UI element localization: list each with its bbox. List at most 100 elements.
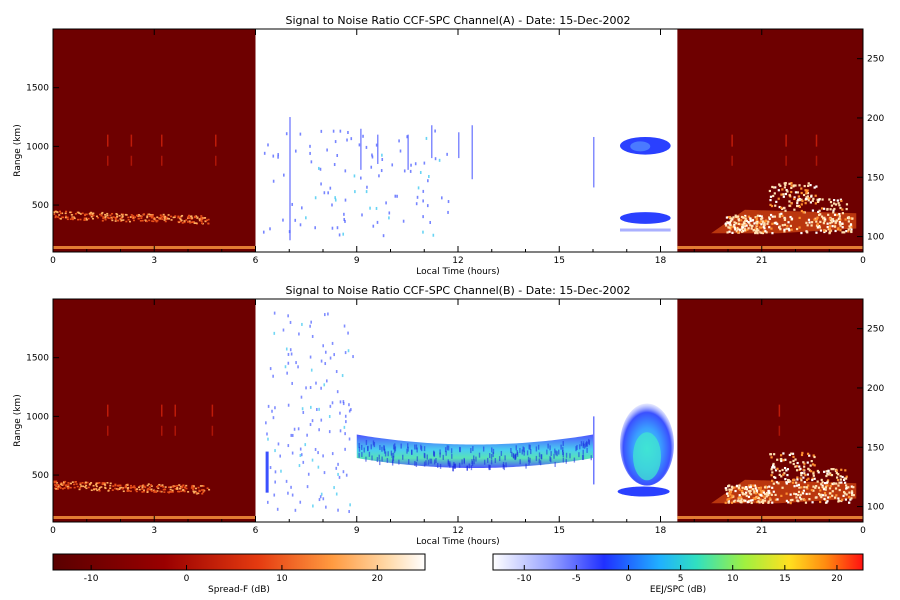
x-tick-label: 15 (554, 526, 565, 536)
echo-point (334, 140, 337, 144)
plume-point (767, 501, 770, 504)
plume-point (763, 499, 767, 502)
plume-point (805, 492, 808, 496)
spread-f-point (179, 218, 182, 221)
plume-point (828, 227, 831, 230)
echo-point (375, 206, 378, 210)
spread-f-point (95, 482, 98, 485)
spread-f-point (114, 220, 117, 222)
plume-point (831, 225, 834, 228)
plume-point (783, 223, 787, 226)
interference-line (778, 404, 781, 417)
plume-point (754, 485, 758, 488)
spread-f-point (207, 222, 210, 225)
spread-f-point (181, 485, 184, 487)
eej-striation (582, 449, 584, 455)
echo-point (425, 136, 428, 140)
plume-point (749, 217, 752, 220)
eej-striation (358, 446, 361, 452)
plume-point (843, 231, 846, 234)
spread-f-point (101, 219, 104, 222)
echo-point (346, 138, 348, 142)
spread-f-point (148, 213, 151, 216)
spread-f-point (92, 484, 95, 487)
plume-point (778, 225, 781, 228)
x-tick-label: 18 (655, 526, 667, 536)
plume-point (811, 209, 815, 212)
spread-f-point (169, 491, 172, 493)
plume-point (805, 192, 808, 195)
plume-point (805, 478, 809, 481)
plume-point (770, 493, 773, 496)
plume-point (851, 493, 854, 497)
plume-point (751, 499, 754, 502)
plume-point (811, 501, 814, 504)
echo-point (409, 169, 412, 173)
panel-channel-b: 0 3 6 9 12 15 18 21 050010001500100150200250Sign… (13, 284, 884, 547)
spread-f-point (112, 485, 115, 487)
spread-f-point (192, 488, 195, 491)
plume-point (847, 230, 850, 233)
spread-f-point (53, 211, 56, 214)
plume-point (747, 495, 751, 498)
spread-f-point (202, 491, 205, 493)
plume-point (749, 219, 752, 222)
eej-striation (378, 454, 380, 460)
spread-f-point (74, 212, 77, 215)
spread-f-point (197, 486, 200, 489)
spread-f-point (122, 219, 125, 221)
plume-point (768, 491, 771, 495)
spread-f-point (179, 216, 182, 219)
plume-point (798, 205, 801, 209)
echo-point (311, 419, 314, 423)
plume-point (844, 469, 847, 472)
spread-f-point (178, 484, 181, 486)
plume-point (792, 455, 795, 458)
plume-point (835, 213, 839, 217)
colorbar-label: EEJ/SPC (dB) (650, 585, 706, 595)
plume-point (753, 484, 757, 487)
eej-striation (461, 459, 463, 465)
echo-point (422, 199, 424, 203)
plume-point (813, 218, 816, 221)
plume-point (796, 478, 799, 481)
echo-point (294, 218, 297, 222)
plume-point (738, 496, 741, 499)
plume-point (842, 478, 846, 482)
eej-striation (358, 442, 360, 448)
plume-point (822, 217, 825, 220)
plume-point (798, 216, 801, 220)
echo-point (289, 320, 292, 324)
plume-point (731, 494, 734, 497)
eej-plume-base (617, 486, 670, 497)
eej-striation (437, 462, 439, 468)
plume-point (738, 488, 742, 491)
plume-point (768, 217, 771, 221)
plume-point (803, 486, 806, 489)
plume-point (781, 468, 784, 472)
spread-f-point (114, 487, 117, 490)
echo-point (325, 505, 327, 509)
plume-point (737, 499, 740, 502)
spread-f-point (132, 486, 135, 489)
eej-striation (379, 445, 381, 451)
plume-point (844, 498, 848, 501)
plume-point (811, 477, 814, 480)
eej-striation (528, 444, 530, 450)
eej-striation (500, 450, 503, 456)
eej-striation (553, 453, 555, 459)
spread-f-point (170, 219, 173, 221)
spread-f-point (100, 486, 103, 488)
spread-f-point (161, 484, 164, 486)
plume-point (738, 494, 741, 497)
eej-striation (530, 449, 532, 455)
echo-point (277, 153, 279, 157)
spread-f-point (64, 216, 67, 219)
plume-point (789, 215, 792, 219)
plume-point (781, 188, 784, 191)
plume-point (804, 189, 807, 192)
spread-f-point (73, 486, 76, 489)
spread-f-point (177, 490, 180, 493)
spread-f-point (91, 217, 94, 220)
